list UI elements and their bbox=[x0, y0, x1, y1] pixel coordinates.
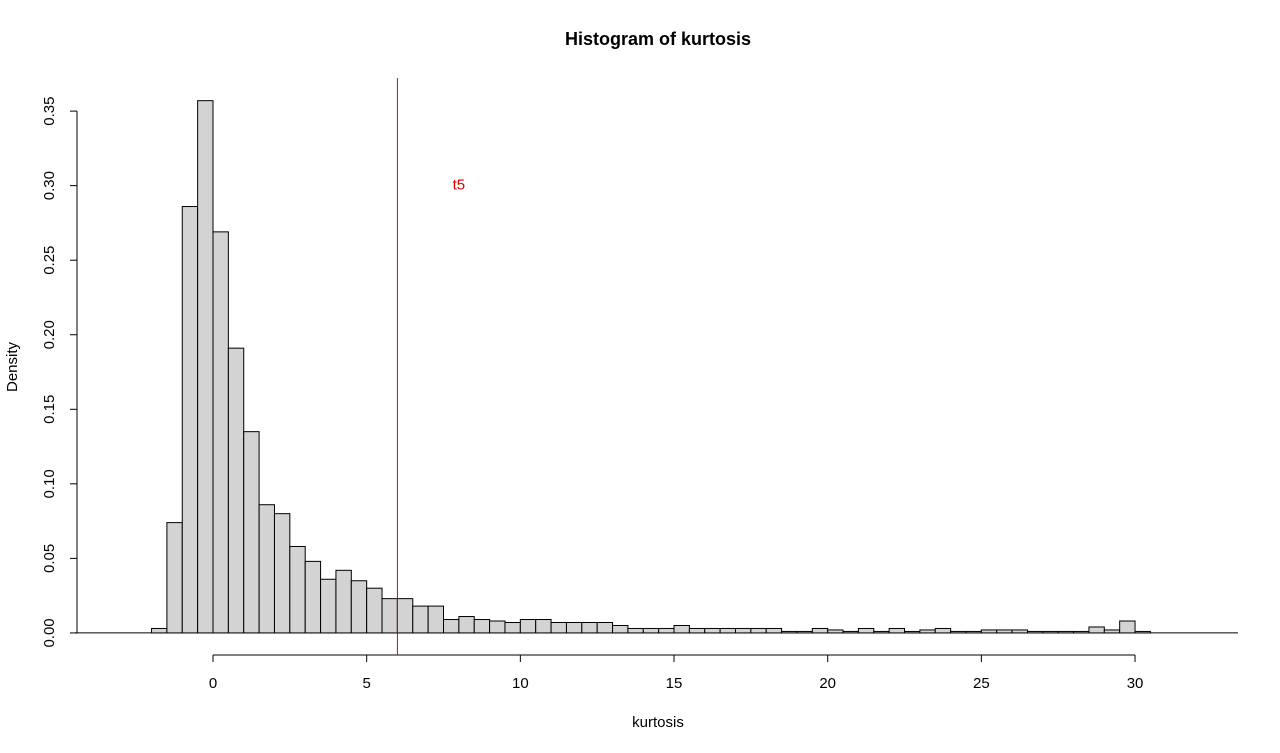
x-axis-title: kurtosis bbox=[632, 714, 684, 731]
bar bbox=[996, 629, 1013, 634]
bar bbox=[197, 100, 214, 634]
bar bbox=[1026, 630, 1044, 634]
bar bbox=[1057, 630, 1075, 634]
x-tick-label: 25 bbox=[973, 675, 990, 692]
y-tick-label: 0.30 bbox=[41, 171, 58, 200]
y-tick-label: 0.20 bbox=[41, 320, 58, 349]
bar bbox=[857, 627, 875, 634]
bar bbox=[289, 545, 306, 634]
bar bbox=[1088, 626, 1105, 634]
bar bbox=[765, 627, 783, 634]
bar bbox=[596, 621, 614, 634]
bar bbox=[458, 616, 475, 634]
bar bbox=[519, 619, 537, 634]
annotation: t5 bbox=[453, 177, 466, 194]
bar bbox=[166, 522, 183, 634]
bar bbox=[827, 629, 844, 634]
y-tick-label: 0.25 bbox=[41, 246, 58, 275]
bar bbox=[212, 231, 229, 634]
bar bbox=[842, 630, 859, 634]
bar bbox=[489, 620, 506, 634]
bar bbox=[904, 630, 921, 634]
chart-title: Histogram of kurtosis bbox=[565, 29, 751, 49]
bar bbox=[181, 206, 199, 634]
bar bbox=[473, 619, 491, 634]
x-tick-label: 0 bbox=[209, 675, 217, 692]
x-tick-label: 30 bbox=[1127, 675, 1144, 692]
y-tick-label: 0.05 bbox=[41, 544, 58, 573]
bar bbox=[965, 630, 982, 634]
bar bbox=[919, 629, 936, 634]
bar bbox=[980, 629, 998, 634]
bar bbox=[581, 621, 598, 634]
bar bbox=[750, 627, 767, 634]
bar bbox=[1073, 630, 1090, 634]
bar bbox=[627, 627, 644, 634]
bar bbox=[350, 580, 368, 634]
bar bbox=[396, 598, 414, 634]
bar bbox=[612, 624, 629, 634]
bar bbox=[658, 627, 675, 634]
bar bbox=[304, 560, 322, 634]
bar bbox=[412, 605, 429, 634]
bar bbox=[796, 630, 813, 634]
bar bbox=[688, 627, 706, 634]
y-tick-label: 0.10 bbox=[41, 469, 58, 498]
bar bbox=[704, 627, 721, 634]
bar bbox=[1119, 620, 1136, 634]
bar bbox=[642, 627, 660, 634]
y-tick-label: 0.15 bbox=[41, 395, 58, 424]
bar bbox=[243, 431, 260, 634]
x-tick-label: 5 bbox=[363, 675, 371, 692]
y-tick-label: 0.00 bbox=[41, 618, 58, 647]
bar bbox=[950, 630, 967, 634]
x-tick-label: 20 bbox=[819, 675, 836, 692]
bar bbox=[366, 587, 383, 634]
bar bbox=[1103, 629, 1121, 634]
bar bbox=[381, 598, 398, 634]
bar bbox=[1042, 630, 1059, 634]
bar bbox=[811, 627, 829, 634]
x-tick-label: 10 bbox=[512, 675, 529, 692]
bar bbox=[535, 619, 552, 634]
bar bbox=[151, 627, 168, 634]
bar bbox=[550, 621, 567, 634]
bar bbox=[258, 504, 275, 634]
bar bbox=[227, 347, 245, 634]
bar bbox=[734, 627, 752, 634]
bar bbox=[443, 619, 460, 634]
y-tick-label: 0.35 bbox=[41, 96, 58, 125]
bar bbox=[781, 630, 798, 634]
bar bbox=[719, 627, 736, 634]
bar bbox=[335, 569, 352, 634]
bar bbox=[1011, 629, 1028, 634]
bar bbox=[1134, 630, 1151, 634]
bar bbox=[273, 513, 291, 634]
x-tick-label: 15 bbox=[666, 675, 683, 692]
bar bbox=[873, 630, 890, 634]
bar bbox=[934, 627, 952, 634]
bar bbox=[888, 627, 906, 634]
bar bbox=[673, 624, 690, 634]
bar bbox=[565, 621, 583, 634]
bar bbox=[427, 605, 445, 634]
bar bbox=[320, 578, 337, 634]
y-axis-title: Density bbox=[4, 341, 21, 392]
bar bbox=[504, 621, 521, 634]
